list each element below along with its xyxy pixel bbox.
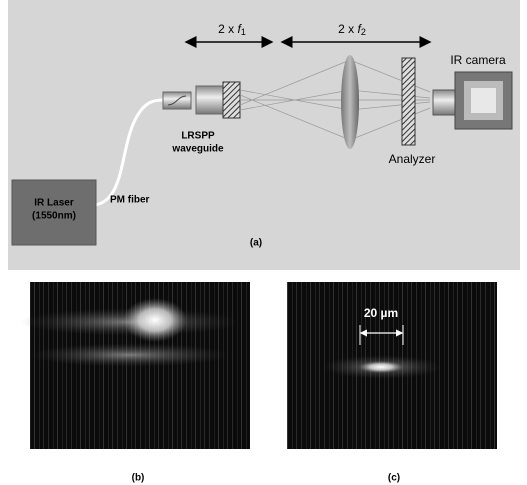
analyzer [402, 58, 415, 145]
image-haze [30, 343, 230, 367]
laser-label: (1550nm) [32, 211, 76, 222]
waveguide-label: LRSPP [181, 131, 215, 142]
objective [196, 86, 224, 114]
image-spot [359, 361, 403, 373]
fiber-label: PM fiber [110, 195, 150, 206]
image-b [20, 282, 250, 449]
lens [341, 55, 359, 149]
objective-ridge [223, 82, 240, 118]
scale-label: 20 µm [364, 306, 398, 320]
panel-label: (b) [132, 473, 145, 484]
camera-lens [433, 90, 455, 115]
text: 2 x [338, 22, 357, 36]
camera-label: IR camera [450, 53, 506, 67]
text: 1 [241, 27, 246, 37]
figure: 2 x f1 2 x f2 IR Laser (1550nm) PM fiber… [0, 0, 527, 485]
image-spot [123, 298, 187, 342]
camera-sensor [471, 88, 496, 113]
panel-label: (c) [388, 473, 400, 484]
text: 2 x [218, 22, 237, 36]
laser-label: IR Laser [34, 198, 74, 209]
text: 2 [361, 27, 366, 37]
analyzer-label: Analyzer [389, 152, 436, 166]
panel-label: (a) [250, 238, 262, 249]
waveguide-label: waveguide [171, 144, 224, 155]
